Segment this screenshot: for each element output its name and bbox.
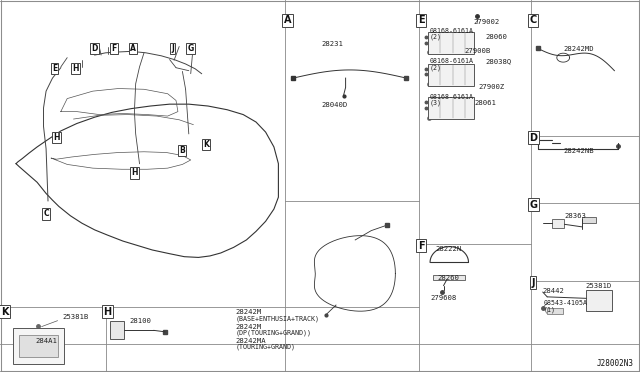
Text: 27900B: 27900B [465,48,491,54]
Text: 08168-6161A: 08168-6161A [430,58,474,64]
Text: 28100: 28100 [129,318,151,324]
Text: (BASE+ENTHUSIA+TRACK): (BASE+ENTHUSIA+TRACK) [236,315,319,322]
Text: C: C [529,16,537,25]
Bar [428,97,474,119]
Text: (DP(TOURING+GRAND)): (DP(TOURING+GRAND)) [236,330,312,336]
Text: 25381B: 25381B [62,314,88,320]
Bar [428,64,474,86]
Text: J: J [172,44,174,53]
Text: 28363: 28363 [564,213,586,219]
Text: A: A [130,44,136,53]
Bar [19,335,58,357]
Text: 28242M: 28242M [236,324,262,330]
Bar [110,321,124,339]
Text: 28222N: 28222N [435,246,461,252]
Text: J28002N3: J28002N3 [596,359,634,368]
Text: 08543-4105A: 08543-4105A [544,300,588,306]
Text: 284A1: 284A1 [35,339,57,344]
Text: 28231: 28231 [321,41,343,47]
Bar [13,328,64,364]
Text: J: J [531,278,535,288]
Text: K: K [203,140,209,149]
Bar [586,290,612,311]
Text: 25381D: 25381D [586,283,612,289]
Text: 279002: 279002 [474,19,500,25]
Text: 27900Z: 27900Z [479,84,505,90]
Text: (TOURING+GRAND): (TOURING+GRAND) [236,344,296,350]
Text: D: D [92,44,98,53]
Text: 28242M: 28242M [236,310,262,315]
Text: H: H [104,307,111,317]
Bar [582,217,596,223]
Text: H: H [53,133,60,142]
Text: 28242MA: 28242MA [236,338,266,344]
Text: 28061: 28061 [474,100,496,106]
Text: 08168-6161A: 08168-6161A [430,94,474,100]
Bar [428,32,474,54]
Text: 28242NB: 28242NB [563,148,594,154]
Text: (2): (2) [430,33,442,40]
Text: E: E [418,16,424,25]
Text: 28442: 28442 [542,288,564,294]
Text: 279608: 279608 [430,295,456,301]
Bar [547,308,563,314]
Text: 28038Q: 28038Q [485,58,511,64]
Text: A: A [284,16,291,25]
Text: (3): (3) [430,100,442,106]
Text: 28242MD: 28242MD [563,46,594,52]
Text: H: H [72,64,79,73]
Text: G: G [529,200,537,209]
Text: K: K [1,307,8,317]
Text: D: D [529,133,537,142]
Text: 28260: 28260 [437,275,459,281]
Text: F: F [111,44,116,53]
Text: C: C [44,209,49,218]
Bar [552,219,564,228]
Text: E: E [52,64,57,73]
Text: 28040D: 28040D [321,102,348,108]
Text: 08168-6161A: 08168-6161A [430,28,474,33]
Text: (1): (1) [544,306,556,313]
Text: F: F [418,241,424,250]
Text: B: B [180,146,185,155]
Text: 28060: 28060 [485,34,507,40]
Text: G: G [188,44,194,53]
Text: H: H [131,169,138,177]
Bar [433,275,465,280]
Text: (2): (2) [430,64,442,71]
